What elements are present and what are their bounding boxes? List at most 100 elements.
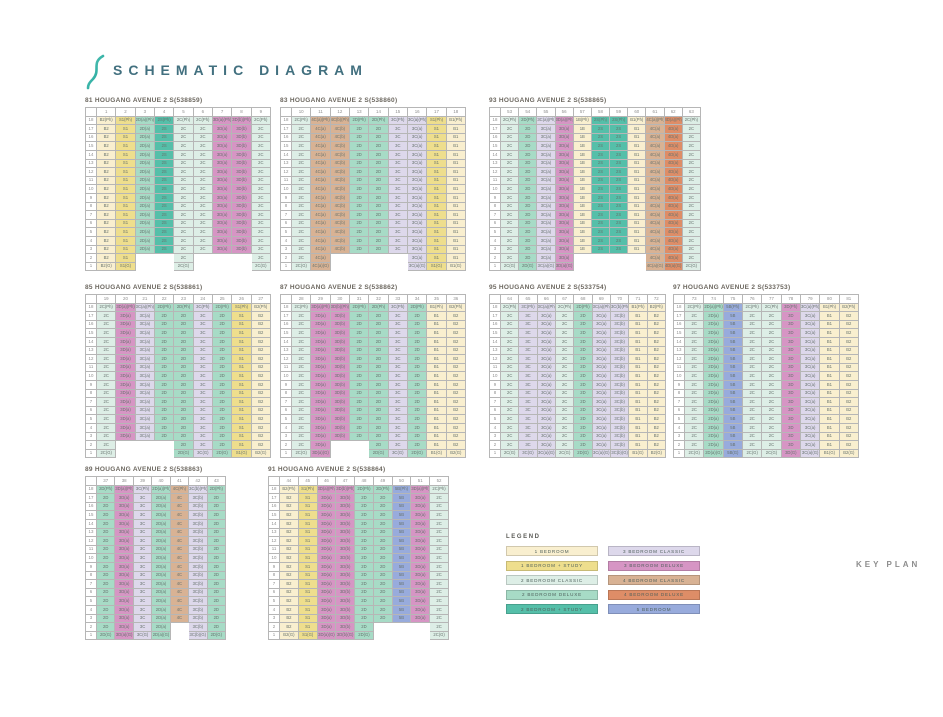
unit-cell: 4D(a) <box>663 141 683 151</box>
unit-cell: 1B(Ph) <box>572 115 592 126</box>
unit-cell: 4C(b) <box>329 184 350 194</box>
unit-cell: 3C <box>387 227 408 237</box>
unit-cell: 2D <box>95 510 116 520</box>
unit-cell: 4C <box>169 493 190 503</box>
unit-cell: B2 <box>445 362 467 373</box>
unit-cell: B2(Ph) <box>250 302 272 313</box>
unit-cell: 3C <box>132 596 153 606</box>
unit-cell: 2D(a) <box>703 311 724 321</box>
unit-cell: 3D <box>780 422 801 433</box>
unit-cell: 3D(b) <box>231 184 252 194</box>
unit-cell: 3C(a) <box>536 379 556 390</box>
unit-cell: 2C <box>761 431 782 442</box>
stack-number: 70 <box>609 294 630 304</box>
unit-cell: 3D(b)(G) <box>335 630 356 641</box>
stack-number: 44 <box>279 476 299 486</box>
unit-cell: 3D(a) <box>316 622 337 632</box>
unit-cell <box>153 253 175 263</box>
unit-cell: 3C <box>518 422 538 433</box>
unit-cell: 2D(G) <box>173 448 194 459</box>
unit-cell: 2D <box>573 336 593 347</box>
stack-number: 77 <box>761 294 782 304</box>
unit-cell: B2 <box>95 141 117 151</box>
unit-cell: 2D <box>368 379 389 390</box>
unit-cell: B1 <box>627 235 647 246</box>
unit-cell: B2 <box>646 379 667 390</box>
unit-cell: 2D <box>354 570 374 581</box>
unit-cell: 3D(a) <box>115 328 136 338</box>
unit-cell: S1(G) <box>297 630 318 641</box>
unit-cell: 3D(a) <box>316 536 337 546</box>
unit-cell: 2D <box>573 440 593 450</box>
unit-cell: 5B(Ph) <box>722 302 743 313</box>
unit-cell: 3C <box>132 579 153 589</box>
unit-cell: 4C(b) <box>329 201 350 212</box>
floor-number: 9 <box>489 379 501 390</box>
unit-cell: B1 <box>426 431 447 442</box>
unit-cell: 2C <box>95 397 117 407</box>
unit-cell: 2D <box>206 561 227 572</box>
unit-cell: 4C <box>169 613 190 624</box>
unit-cell: 2C <box>499 227 520 237</box>
floor-number: 14 <box>268 518 280 529</box>
unit-cell: S1 <box>231 362 252 373</box>
unit-cell: 3D <box>780 319 801 330</box>
unit-cell: 4C <box>169 561 190 572</box>
stack-number: 54 <box>518 107 538 117</box>
unit-cell: 2S <box>153 124 175 134</box>
unit-cell: 2C <box>499 440 520 450</box>
floor-number: 14 <box>85 336 97 347</box>
unit-cell: S1(Ph) <box>231 302 252 313</box>
unit-cell: 2C <box>192 201 213 212</box>
unit-cell: 2D(G) <box>354 630 374 641</box>
unit-cell: 2C <box>499 336 520 347</box>
unit-cell: 2C <box>429 493 449 503</box>
unit-cell: B2 <box>646 431 667 442</box>
unit-cell: 2C <box>499 132 520 143</box>
unit-cell: 2C <box>192 167 213 177</box>
unit-cell: 3D(a) <box>316 510 337 520</box>
unit-cell: 2C <box>683 414 705 424</box>
unit-cell <box>192 253 213 263</box>
unit-cell: 3D(b) <box>329 422 350 433</box>
unit-cell: B2 <box>646 345 667 356</box>
floor-number: 11 <box>280 175 292 186</box>
unit-cell: 2D <box>372 510 393 520</box>
unit-cell: 2S <box>609 210 629 220</box>
unit-cell: 3C(Ph) <box>387 115 408 126</box>
unit-cell: 2D(Ph) <box>354 484 374 495</box>
unit-cell: 3D(a) <box>310 379 331 390</box>
block-87: 87 HOUGANG AVENUE 2 S(538862) 28 29 30 31 32… <box>280 284 467 459</box>
unit-cell: 3C(b) <box>609 345 630 356</box>
unit-cell: 2D <box>153 379 175 390</box>
unit-cell: 2D <box>348 167 370 177</box>
unit-cell: B1 <box>445 167 467 177</box>
unit-cell: 3D(a) <box>554 158 574 169</box>
floor-number: 2 <box>280 253 292 263</box>
unit-cell: 2S <box>609 158 629 169</box>
unit-cell: 3C(a)(Ph) <box>799 302 821 313</box>
unit-cell: B2 <box>838 405 860 416</box>
unit-cell: 3D(b)(Ph) <box>231 115 252 126</box>
stack-number: 78 <box>780 294 801 304</box>
floor-number: 15 <box>489 141 501 151</box>
unit-cell <box>134 440 155 450</box>
unit-cell: 2S <box>590 141 611 151</box>
unit-cell: B2 <box>646 388 667 399</box>
unit-cell: B1 <box>627 210 647 220</box>
unit-cell: 2D <box>211 440 233 450</box>
unit-cell: 3D(b) <box>231 175 252 186</box>
floor-number: 3 <box>280 244 292 255</box>
floor-number: 2 <box>489 440 501 450</box>
unit-cell: 3C(a) <box>134 336 155 347</box>
unit-cell: 1B <box>572 201 592 212</box>
unit-cell: B2 <box>838 414 860 424</box>
unit-cell: 2D <box>173 422 194 433</box>
unit-cell: 2D <box>153 328 175 338</box>
unit-cell: S1 <box>426 227 447 237</box>
unit-cell: 2D <box>211 388 233 399</box>
unit-cell: 2D <box>211 362 233 373</box>
unit-cell: 2C(G) <box>250 261 272 272</box>
floor-number: 14 <box>85 149 97 160</box>
unit-cell: 3D(b) <box>335 553 356 563</box>
